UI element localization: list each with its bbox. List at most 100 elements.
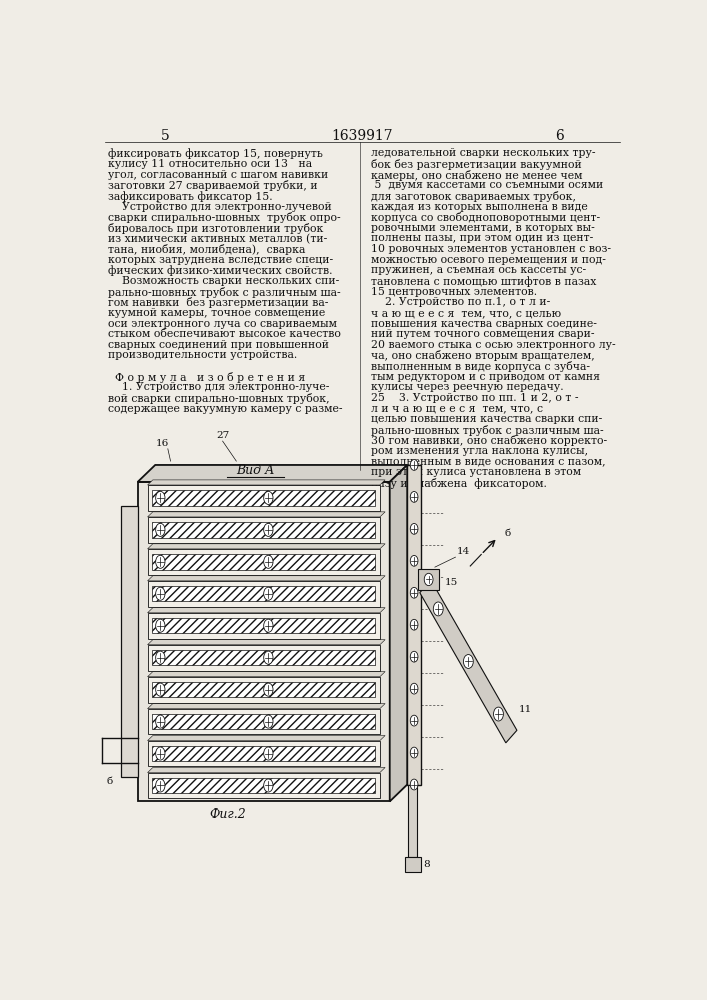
- Text: б: б: [106, 777, 112, 786]
- Text: 1. Устройство для электронно-луче-: 1. Устройство для электронно-луче-: [107, 382, 329, 392]
- Circle shape: [410, 683, 418, 694]
- Polygon shape: [148, 512, 385, 517]
- Polygon shape: [148, 640, 385, 645]
- Polygon shape: [148, 581, 380, 607]
- Polygon shape: [148, 741, 380, 766]
- Circle shape: [424, 573, 433, 586]
- Text: 16: 16: [156, 439, 169, 448]
- Polygon shape: [148, 709, 380, 734]
- Polygon shape: [138, 465, 407, 482]
- Text: Возможность сварки нескольких спи-: Возможность сварки нескольких спи-: [107, 276, 339, 286]
- Polygon shape: [409, 785, 417, 857]
- Text: куумной камеры, точное совмещение: куумной камеры, точное совмещение: [107, 308, 325, 318]
- Text: 15 центровочных элементов.: 15 центровочных элементов.: [370, 287, 537, 297]
- Circle shape: [463, 655, 473, 668]
- Polygon shape: [148, 608, 385, 613]
- Polygon shape: [152, 714, 375, 729]
- Polygon shape: [152, 618, 375, 633]
- Circle shape: [156, 683, 165, 696]
- Polygon shape: [122, 506, 138, 777]
- Text: кулисы через реечную передачу.: кулисы через реечную передачу.: [370, 382, 563, 392]
- Text: ний путем точного совмещения свари-: ний путем точного совмещения свари-: [370, 329, 594, 339]
- Circle shape: [410, 523, 418, 534]
- Text: тым редуктором и с приводом от камня: тым редуктором и с приводом от камня: [370, 372, 600, 382]
- Polygon shape: [148, 736, 385, 741]
- Circle shape: [264, 619, 273, 632]
- Circle shape: [410, 747, 418, 758]
- Text: выполненным в виде корпуса с зубча-: выполненным в виде корпуса с зубча-: [370, 361, 590, 372]
- Text: вой сварки спирально-шовных трубок,: вой сварки спирально-шовных трубок,: [107, 393, 329, 404]
- Text: каждая из которых выполнена в виде: каждая из которых выполнена в виде: [370, 202, 588, 212]
- Text: пружинен, а съемная ось кассеты ус-: пружинен, а съемная ось кассеты ус-: [370, 265, 585, 275]
- Circle shape: [156, 587, 165, 600]
- Text: 1639917: 1639917: [332, 129, 393, 143]
- Circle shape: [156, 523, 165, 536]
- Circle shape: [264, 491, 273, 504]
- Text: 10: 10: [436, 613, 450, 622]
- Circle shape: [156, 651, 165, 664]
- Text: 14: 14: [457, 547, 470, 556]
- Polygon shape: [390, 465, 407, 801]
- Polygon shape: [148, 544, 385, 549]
- Polygon shape: [148, 485, 380, 511]
- Circle shape: [156, 779, 165, 792]
- Text: б: б: [504, 529, 510, 538]
- Text: 15: 15: [445, 578, 457, 587]
- Text: полнены пазы, при этом один из цент-: полнены пазы, при этом один из цент-: [370, 233, 592, 243]
- Text: целью повышения качества сварки спи-: целью повышения качества сварки спи-: [370, 414, 602, 424]
- Circle shape: [156, 715, 165, 728]
- Circle shape: [264, 747, 273, 760]
- Text: 6: 6: [555, 129, 564, 143]
- Text: бировалось при изготовлении трубок: бировалось при изготовлении трубок: [107, 223, 323, 234]
- Text: заготовки 27 свариваемой трубки, и: заготовки 27 свариваемой трубки, и: [107, 180, 317, 191]
- Text: рально-шовных трубок с различным ша-: рально-шовных трубок с различным ша-: [370, 425, 603, 436]
- Circle shape: [410, 587, 418, 598]
- Text: 10 ровочных элементов установлен с воз-: 10 ровочных элементов установлен с воз-: [370, 244, 611, 254]
- Text: тановлена с помощью штифтов в пазах: тановлена с помощью штифтов в пазах: [370, 276, 596, 287]
- Text: ром изменения угла наклона кулисы,: ром изменения угла наклона кулисы,: [370, 446, 588, 456]
- Text: камеры, оно снабжено не менее чем: камеры, оно снабжено не менее чем: [370, 170, 582, 181]
- Text: оси электронного луча со свариваемым: оси электронного луча со свариваемым: [107, 319, 337, 329]
- Text: 5  двумя кассетами со съемными осями: 5 двумя кассетами со съемными осями: [370, 180, 603, 190]
- Circle shape: [156, 619, 165, 632]
- Polygon shape: [148, 517, 380, 543]
- Text: угол, согласованный с шагом навивки: угол, согласованный с шагом навивки: [107, 170, 328, 180]
- Text: зафиксировать фиксатор 15.: зафиксировать фиксатор 15.: [107, 191, 272, 202]
- Polygon shape: [152, 554, 375, 570]
- Text: корпуса со свободноповоротными цент-: корпуса со свободноповоротными цент-: [370, 212, 600, 223]
- Text: для заготовок свариваемых трубок,: для заготовок свариваемых трубок,: [370, 191, 575, 202]
- Circle shape: [410, 715, 418, 726]
- Circle shape: [264, 523, 273, 536]
- Circle shape: [493, 707, 503, 721]
- Polygon shape: [148, 773, 380, 798]
- Circle shape: [410, 651, 418, 662]
- Text: стыком обеспечивают высокое качество: стыком обеспечивают высокое качество: [107, 329, 341, 339]
- Circle shape: [264, 779, 273, 792]
- Text: фических физико-химических свойств.: фических физико-химических свойств.: [107, 265, 332, 276]
- Text: 8: 8: [423, 860, 430, 869]
- Polygon shape: [152, 682, 375, 697]
- Circle shape: [410, 619, 418, 630]
- Text: кулису 11 относительно оси 13   на: кулису 11 относительно оси 13 на: [107, 159, 312, 169]
- Circle shape: [410, 555, 418, 566]
- Polygon shape: [152, 650, 375, 665]
- Circle shape: [410, 779, 418, 790]
- Polygon shape: [152, 746, 375, 761]
- Text: гом навивки  без разгерметизации ва-: гом навивки без разгерметизации ва-: [107, 297, 328, 308]
- Text: можностью осевого перемещения и под-: можностью осевого перемещения и под-: [370, 255, 605, 265]
- Circle shape: [156, 555, 165, 568]
- Text: сварных соединений при повышенной: сварных соединений при повышенной: [107, 340, 329, 350]
- Text: выполненным в виде основания с пазом,: выполненным в виде основания с пазом,: [370, 457, 605, 467]
- Text: пазу и снабжена  фиксатором.: пазу и снабжена фиксатором.: [370, 478, 547, 489]
- Polygon shape: [152, 586, 375, 601]
- Text: сварки спирально-шовных  трубок опро-: сварки спирально-шовных трубок опро-: [107, 212, 340, 223]
- Circle shape: [410, 492, 418, 502]
- Circle shape: [264, 587, 273, 600]
- Text: которых затруднена вследствие специ-: которых затруднена вследствие специ-: [107, 255, 333, 265]
- Text: 25    3. Устройство по пп. 1 и 2, о т -: 25 3. Устройство по пп. 1 и 2, о т -: [370, 393, 578, 403]
- Text: из химически активных металлов (ти-: из химически активных металлов (ти-: [107, 233, 327, 244]
- Text: рально-шовных трубок с различным ша-: рально-шовных трубок с различным ша-: [107, 287, 340, 298]
- Polygon shape: [407, 465, 421, 785]
- Polygon shape: [138, 482, 390, 801]
- Circle shape: [410, 460, 418, 470]
